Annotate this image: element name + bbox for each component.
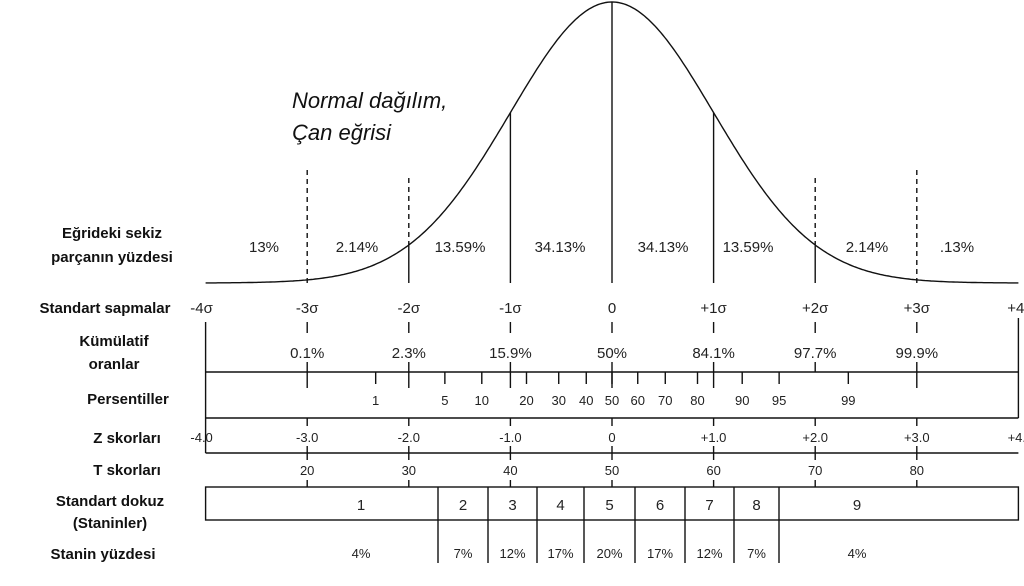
cumulative-label: 0.1% bbox=[290, 345, 324, 362]
segment-percentage: 34.13% bbox=[535, 239, 586, 256]
percentile-label: 40 bbox=[579, 393, 593, 408]
t-score-label: 80 bbox=[910, 463, 924, 478]
percentile-label: 70 bbox=[658, 393, 672, 408]
stanine-label: 3 bbox=[508, 497, 516, 514]
stanine-percentage: 4% bbox=[848, 546, 867, 561]
sigma-label: +1σ bbox=[700, 300, 727, 317]
z-score-label: +1.0 bbox=[701, 430, 727, 445]
percentile-label: 99 bbox=[841, 393, 855, 408]
percentile-label: 80 bbox=[690, 393, 704, 408]
segment-percentage: .13% bbox=[940, 239, 974, 256]
row-label-cumulative: Kümülatif bbox=[79, 333, 149, 350]
diagram-title: Normal dağılım, bbox=[292, 88, 447, 113]
z-score-label: +3.0 bbox=[904, 430, 930, 445]
stanine-label: 7 bbox=[705, 497, 713, 514]
cumulative-label: 97.7% bbox=[794, 345, 837, 362]
row-label-stanine-percentage: Stanin yüzdesi bbox=[50, 546, 155, 563]
stanine-label: 8 bbox=[752, 497, 760, 514]
percentile-label: 90 bbox=[735, 393, 749, 408]
stanine-percentage: 12% bbox=[696, 546, 722, 561]
row-label-cumulative: oranlar bbox=[89, 356, 140, 373]
cumulative-label: 84.1% bbox=[692, 345, 735, 362]
stanine-label: 6 bbox=[656, 497, 664, 514]
row-label-percentiles: Persentiller bbox=[87, 391, 169, 408]
cumulative-label: 15.9% bbox=[489, 345, 532, 362]
percentile-label: 95 bbox=[772, 393, 786, 408]
percentile-label: 5 bbox=[441, 393, 448, 408]
segment-percentage: 2.14% bbox=[846, 239, 889, 256]
sigma-label: -4σ bbox=[190, 300, 213, 317]
stanine-percentage: 4% bbox=[352, 546, 371, 561]
t-score-label: 70 bbox=[808, 463, 822, 478]
cumulative-label: 99.9% bbox=[896, 345, 939, 362]
row-label-segments: parçanın yüzdesi bbox=[51, 249, 173, 266]
percentile-label: 60 bbox=[631, 393, 645, 408]
percentile-label: 30 bbox=[551, 393, 565, 408]
t-score-label: 20 bbox=[300, 463, 314, 478]
stanine-percentage: 17% bbox=[647, 546, 673, 561]
segment-percentage: 13.59% bbox=[723, 239, 774, 256]
stanine-percentage: 17% bbox=[547, 546, 573, 561]
percentile-label: 10 bbox=[475, 393, 489, 408]
z-score-label: -4.0 bbox=[190, 430, 212, 445]
row-label-t: T skorları bbox=[93, 462, 161, 479]
z-score-label: -1.0 bbox=[499, 430, 521, 445]
segment-percentage: 2.14% bbox=[336, 239, 379, 256]
sigma-label: +4σ bbox=[1007, 300, 1024, 317]
stanine-label: 1 bbox=[357, 497, 365, 514]
percentile-label: 50 bbox=[605, 393, 619, 408]
cumulative-label: 2.3% bbox=[392, 345, 426, 362]
sigma-label: +2σ bbox=[802, 300, 829, 317]
percentile-label: 1 bbox=[372, 393, 379, 408]
z-score-label: 0 bbox=[608, 430, 615, 445]
z-score-label: -3.0 bbox=[296, 430, 318, 445]
t-score-label: 30 bbox=[402, 463, 416, 478]
stanine-label: 5 bbox=[605, 497, 613, 514]
z-score-label: -2.0 bbox=[398, 430, 420, 445]
t-score-label: 40 bbox=[503, 463, 517, 478]
stanine-percentage: 20% bbox=[596, 546, 622, 561]
row-label-segments: Eğrideki sekiz bbox=[62, 225, 162, 242]
diagram-subtitle: Çan eğrisi bbox=[292, 120, 392, 145]
t-score-label: 60 bbox=[706, 463, 720, 478]
stanine-label: 4 bbox=[556, 497, 564, 514]
sigma-label: -2σ bbox=[397, 300, 420, 317]
cumulative-label: 50% bbox=[597, 345, 627, 362]
segment-percentage: 13.59% bbox=[435, 239, 486, 256]
stanine-percentage: 12% bbox=[499, 546, 525, 561]
segment-percentage: 13% bbox=[249, 239, 279, 256]
row-label-z: Z skorları bbox=[93, 430, 161, 447]
row-label-stanine: Standart dokuz bbox=[56, 493, 164, 510]
stanine-box bbox=[204, 486, 1020, 521]
segment-percentage: 34.13% bbox=[638, 239, 689, 256]
sigma-label: +3σ bbox=[904, 300, 931, 317]
sigma-label: -3σ bbox=[296, 300, 319, 317]
row-label-sigma: Standart sapmalar bbox=[40, 300, 171, 317]
z-score-label: +2.0 bbox=[802, 430, 828, 445]
stanine-label: 9 bbox=[853, 497, 861, 514]
stanine-percentage: 7% bbox=[454, 546, 473, 561]
sigma-label: -1σ bbox=[499, 300, 522, 317]
percentile-label: 20 bbox=[519, 393, 533, 408]
stanine-label: 2 bbox=[459, 497, 467, 514]
row-label-stanine: (Staninler) bbox=[73, 515, 147, 532]
stanine-percentage: 7% bbox=[747, 546, 766, 561]
z-score-label: +4.0 bbox=[1008, 430, 1024, 445]
t-score-label: 50 bbox=[605, 463, 619, 478]
sigma-label: 0 bbox=[608, 300, 616, 317]
